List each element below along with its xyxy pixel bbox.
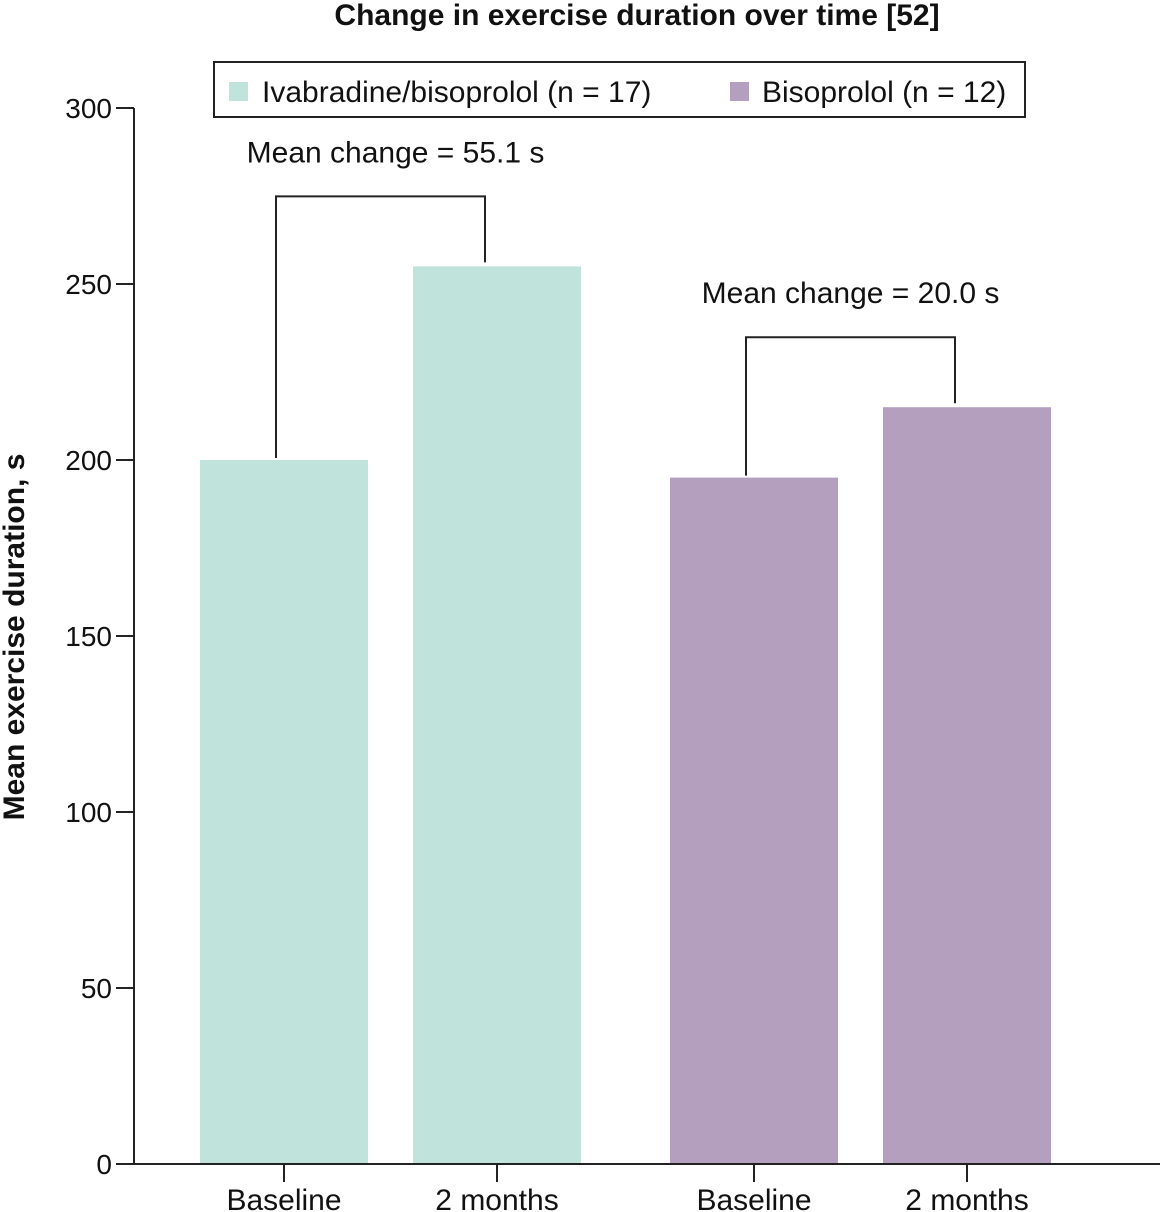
y-tick-label: 200 xyxy=(65,445,112,476)
legend-swatch xyxy=(730,82,749,101)
x-tick-label: 2 months xyxy=(435,1184,558,1212)
mean-change-bracket xyxy=(745,336,956,476)
brackets: Mean change = 55.1 s Mean change = 20.0 s xyxy=(247,136,1000,476)
chart-title: Change in exercise duration over time [5… xyxy=(334,0,939,32)
x-axis: Baseline 2 months Baseline 2 months xyxy=(134,1163,1160,1212)
x-tick-label: Baseline xyxy=(696,1184,811,1212)
bars xyxy=(200,266,1051,1165)
x-tick-label: Baseline xyxy=(226,1184,341,1212)
mean-change-label: Mean change = 55.1 s xyxy=(247,136,545,169)
y-tick-label: 250 xyxy=(65,269,112,300)
y-tick-label: 50 xyxy=(81,973,112,1004)
legend-box xyxy=(213,61,1026,118)
bar-bisoprolol-baseline xyxy=(670,477,838,1165)
bar-ivabradine-bisoprolol-2-months xyxy=(413,266,581,1164)
y-axis: 0 50 100 150 200 250 300 xyxy=(65,93,135,1180)
x-tick-label: 2 months xyxy=(905,1184,1028,1212)
legend-label: Bisoprolol (n = 12) xyxy=(762,76,1006,109)
bar-bisoprolol-2-months xyxy=(883,407,1051,1164)
legend-label: Ivabradine/bisoprolol (n = 17) xyxy=(262,76,651,109)
mean-change-label: Mean change = 20.0 s xyxy=(702,277,1000,310)
y-tick-label: 100 xyxy=(65,797,112,828)
legend: Ivabradine/bisoprolol (n = 17) Bisoprolol… xyxy=(213,61,1026,118)
legend-swatch xyxy=(229,82,248,101)
bar-ivabradine-bisoprolol-baseline xyxy=(200,460,368,1164)
y-tick-label: 0 xyxy=(96,1149,112,1180)
y-axis-label: Mean exercise duration, s xyxy=(0,454,31,821)
mean-change-bracket xyxy=(275,195,486,458)
y-tick-label: 300 xyxy=(65,93,112,124)
y-tick-label: 150 xyxy=(65,621,112,652)
